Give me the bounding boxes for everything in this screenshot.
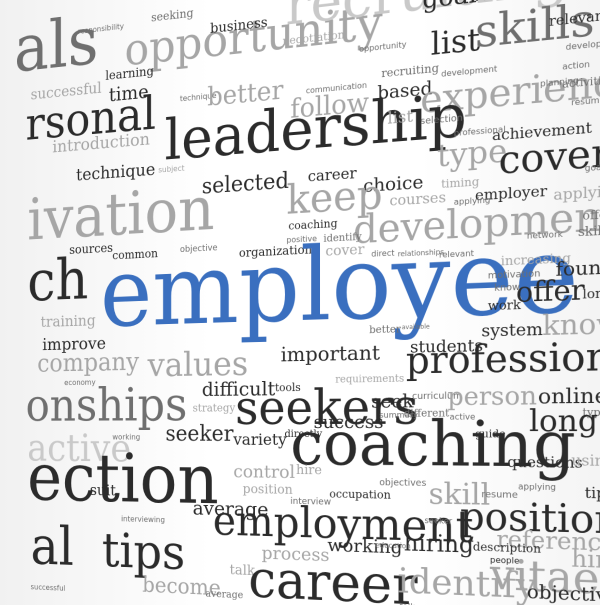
cloud-word: hire bbox=[296, 462, 322, 479]
cloud-word: work bbox=[487, 297, 521, 314]
cloud-word: using bbox=[571, 452, 600, 471]
cloud-word: company bbox=[37, 347, 140, 379]
cloud-word: career bbox=[248, 550, 418, 605]
cloud-word: available bbox=[401, 323, 430, 332]
cloud-word: type bbox=[436, 132, 508, 175]
cloud-word: suit bbox=[89, 480, 116, 500]
cloud-word: list bbox=[387, 106, 413, 128]
cloud-word: subject bbox=[158, 163, 185, 175]
cloud-word: seeker bbox=[424, 515, 453, 526]
cloud-word: position bbox=[242, 482, 293, 498]
cloud-word: successful bbox=[30, 582, 66, 593]
cloud-word: ch bbox=[27, 246, 89, 315]
cloud-word: onships bbox=[25, 377, 188, 432]
cloud-word: objective bbox=[526, 580, 600, 605]
cloud-word: ection bbox=[27, 439, 219, 520]
cloud-word: training bbox=[40, 311, 96, 331]
cloud-word: strategy bbox=[192, 401, 236, 415]
cloud-word: identify bbox=[397, 560, 537, 605]
cloud-word: offer bbox=[582, 207, 600, 223]
cloud-word: average bbox=[205, 588, 244, 602]
cloud-word: objectives bbox=[379, 478, 427, 489]
cloud-word: selected bbox=[201, 168, 290, 200]
cloud-word: list bbox=[430, 21, 480, 64]
cloud-word: offer bbox=[515, 274, 585, 310]
cloud-word: als bbox=[14, 1, 99, 88]
cloud-word: control bbox=[233, 461, 296, 483]
cloud-word: applying bbox=[518, 481, 557, 493]
cloud-word: long bbox=[582, 285, 600, 302]
cloud-word: goal bbox=[584, 162, 600, 174]
cloud-word: hiring bbox=[403, 530, 474, 559]
cloud-word: important bbox=[280, 340, 380, 367]
cloud-word: know bbox=[494, 282, 521, 295]
cloud-word: tips bbox=[101, 522, 186, 582]
cloud-word: cover bbox=[498, 131, 600, 184]
cloud-word: skills bbox=[577, 222, 600, 240]
cloud-word: al bbox=[30, 516, 74, 579]
cloud-word: professional bbox=[405, 334, 600, 383]
cloud-word: timing bbox=[441, 174, 480, 192]
cloud-word: person bbox=[447, 380, 538, 412]
word-cloud-stage: alsopportunityseekingbusinessrecruitingg… bbox=[14, 0, 600, 605]
cloud-word: better bbox=[369, 324, 401, 337]
cloud-word: variety bbox=[233, 429, 287, 449]
